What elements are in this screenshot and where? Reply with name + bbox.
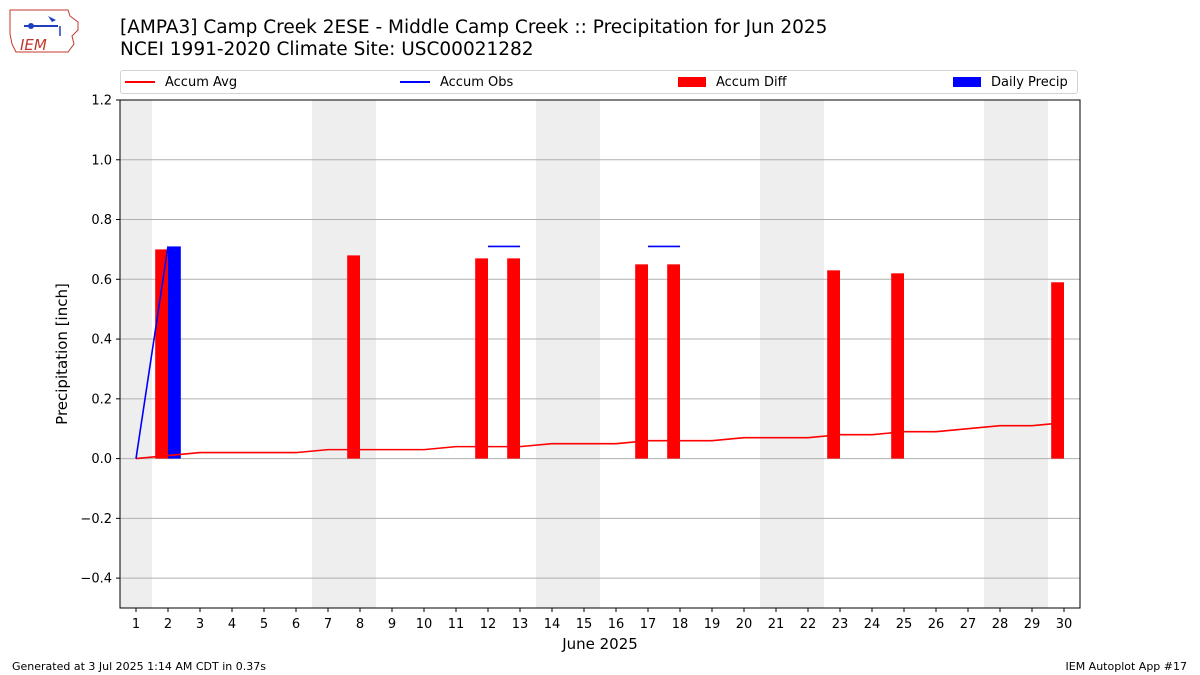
accum-diff-bar bbox=[891, 273, 904, 459]
x-tick-label: 8 bbox=[356, 617, 364, 632]
x-tick-label: 15 bbox=[576, 617, 593, 632]
weekend-shade-band bbox=[312, 100, 344, 608]
accum-diff-bar bbox=[635, 264, 648, 459]
weekend-shade-band bbox=[1016, 100, 1048, 608]
x-tick-label: 17 bbox=[640, 617, 657, 632]
x-tick-label: 30 bbox=[1056, 617, 1073, 632]
y-tick-label: 0.6 bbox=[91, 273, 112, 288]
legend-label: Accum Diff bbox=[716, 74, 787, 90]
x-tick-label: 14 bbox=[544, 617, 561, 632]
x-tick-label: 22 bbox=[800, 617, 817, 632]
x-tick-label: 7 bbox=[324, 617, 332, 632]
x-tick-label: 20 bbox=[736, 617, 753, 632]
legend-item-daily-precip: Daily Precip bbox=[953, 71, 1068, 93]
weekend-shade-band bbox=[568, 100, 600, 608]
legend-swatch bbox=[125, 81, 155, 83]
bars bbox=[155, 246, 1064, 459]
x-tick-label: 29 bbox=[1024, 617, 1041, 632]
y-tick-label: −0.4 bbox=[80, 572, 112, 587]
accum-diff-bar bbox=[827, 270, 840, 459]
legend-item-accum-avg: Accum Avg bbox=[125, 71, 237, 93]
weekend-shade-band bbox=[120, 100, 152, 608]
y-axis-ticks: −0.4 −0.2 0.0 0.2 0.4 0.6 0.8 1.0 1.2 bbox=[80, 94, 120, 587]
title-line-2: NCEI 1991-2020 Climate Site: USC00021282 bbox=[120, 39, 534, 60]
x-tick-label: 13 bbox=[512, 617, 529, 632]
iowa-map-logo-icon: IEM bbox=[9, 9, 79, 54]
iem-logo: IEM bbox=[8, 6, 80, 58]
accum-diff-bar bbox=[1051, 282, 1064, 459]
legend-swatch bbox=[953, 77, 981, 87]
footer-app-id: IEM Autoplot App #17 bbox=[1065, 660, 1188, 673]
title-line-1: [AMPA3] Camp Creek 2ESE - Middle Camp Cr… bbox=[120, 17, 828, 38]
x-tick-label: 27 bbox=[960, 617, 977, 632]
accum-diff-bar bbox=[507, 258, 520, 459]
accum-obs-line bbox=[135, 246, 169, 459]
x-tick-label: 28 bbox=[992, 617, 1009, 632]
weekend-shade-band bbox=[536, 100, 568, 608]
x-axis-ticks: 1 2 3 4 5 6 7 8 9 10 11 12 13 14 15 16 17 18 19 20 21 22 23 24 2… bbox=[132, 608, 1072, 632]
x-tick-label: 24 bbox=[864, 617, 881, 632]
x-tick-label: 6 bbox=[292, 617, 300, 632]
y-tick-label: 0.0 bbox=[91, 452, 112, 467]
y-tick-label: 1.0 bbox=[91, 153, 112, 168]
legend-label: Daily Precip bbox=[991, 74, 1068, 90]
y-tick-label: −0.2 bbox=[80, 512, 112, 527]
x-tick-label: 16 bbox=[608, 617, 625, 632]
weekend-shade-band bbox=[792, 100, 824, 608]
weekend-shade-band bbox=[984, 100, 1016, 608]
x-tick-label: 25 bbox=[896, 617, 913, 632]
x-tick-label: 3 bbox=[196, 617, 204, 632]
y-tick-label: 0.2 bbox=[91, 392, 112, 407]
accum-diff-bar bbox=[347, 255, 360, 459]
x-tick-label: 2 bbox=[164, 617, 172, 632]
weekend-shade-band bbox=[344, 100, 376, 608]
weekend-shading bbox=[120, 100, 1048, 608]
plot-frame bbox=[119, 99, 1081, 609]
x-tick-label: 5 bbox=[260, 617, 268, 632]
x-tick-label: 23 bbox=[832, 617, 849, 632]
x-tick-label: 10 bbox=[416, 617, 433, 632]
logo-text: IEM bbox=[20, 36, 47, 54]
lines bbox=[135, 245, 1065, 460]
weekend-shade-band bbox=[760, 100, 792, 608]
x-tick-label: 12 bbox=[480, 617, 497, 632]
accum-diff-bar bbox=[667, 264, 680, 459]
x-tick-label: 21 bbox=[768, 617, 785, 632]
y-axis-label: Precipitation [inch] bbox=[53, 283, 71, 425]
x-tick-label: 1 bbox=[132, 617, 140, 632]
chart-title: [AMPA3] Camp Creek 2ESE - Middle Camp Cr… bbox=[120, 17, 827, 61]
x-tick-label: 18 bbox=[672, 617, 689, 632]
accum-diff-bar bbox=[475, 258, 488, 459]
x-tick-label: 19 bbox=[704, 617, 721, 632]
legend-item-accum-diff: Accum Diff bbox=[678, 71, 787, 93]
x-axis-label: June 2025 bbox=[561, 635, 638, 653]
y-tick-label: 0.8 bbox=[91, 213, 112, 228]
daily-precip-bar bbox=[168, 246, 181, 459]
y-gridlines bbox=[120, 99, 1080, 579]
x-tick-label: 11 bbox=[448, 617, 465, 632]
y-tick-label: 0.4 bbox=[91, 333, 112, 348]
footer-generated-text: Generated at 3 Jul 2025 1:14 AM CDT in 0… bbox=[12, 660, 266, 673]
x-tick-label: 26 bbox=[928, 617, 945, 632]
legend-swatch bbox=[678, 77, 706, 87]
legend-swatch bbox=[400, 81, 430, 83]
legend: Accum Avg Accum Obs Accum Diff Daily Pre… bbox=[120, 70, 1078, 94]
legend-item-accum-obs: Accum Obs bbox=[400, 71, 513, 93]
x-tick-label: 4 bbox=[228, 617, 236, 632]
legend-label: Accum Obs bbox=[440, 74, 514, 90]
accum-diff-bar bbox=[155, 249, 168, 459]
accum-avg-line bbox=[135, 421, 1065, 460]
y-tick-label: 1.2 bbox=[91, 94, 112, 109]
x-tick-label: 9 bbox=[388, 617, 396, 632]
legend-label: Accum Avg bbox=[165, 74, 238, 90]
